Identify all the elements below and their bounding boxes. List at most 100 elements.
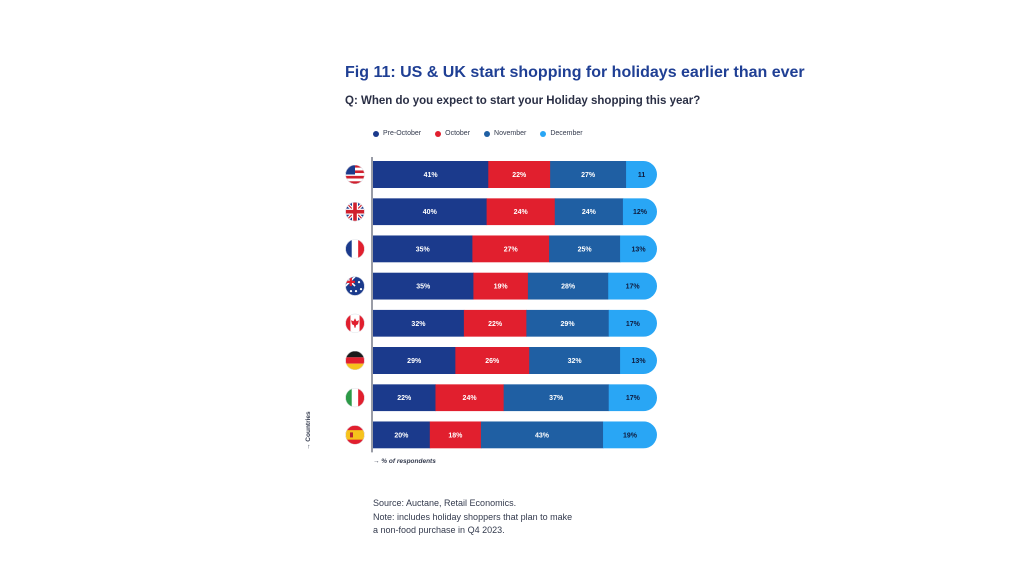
bar-value-label: 28% <box>561 284 576 291</box>
note-text-line2: a non-food purchase in Q4 2023. <box>373 525 505 535</box>
flag-band <box>345 351 365 358</box>
legend-swatch <box>540 130 547 137</box>
bar-segment-pre-october <box>373 235 473 263</box>
bar-value-label: 25% <box>578 246 593 253</box>
source-text: Source: Auctane, Retail Economics. <box>373 498 517 508</box>
bar-value-label: 27% <box>581 172 596 179</box>
bar-value-label: 35% <box>416 284 431 291</box>
bar-value-label: 40% <box>423 209 438 216</box>
legend-label: December <box>550 130 583 137</box>
bar-segment-pre-october <box>373 198 488 226</box>
bar-segment-pre-october <box>373 347 456 374</box>
flag-cross-h <box>345 280 355 283</box>
flag-star <box>354 290 358 293</box>
x-axis-label: → % of respondents <box>373 458 436 465</box>
us-flag-icon <box>345 165 365 184</box>
bar-segment-december <box>620 235 657 263</box>
bar-value-label: 18% <box>448 432 463 439</box>
france-flag-icon <box>345 239 365 259</box>
bar-row-canada: 32% 22% 29% 17% <box>373 309 657 337</box>
bar-segment-october <box>435 384 505 412</box>
flag-band <box>345 357 365 364</box>
bar-value-label: 29% <box>407 358 422 365</box>
bar-value-label: 24% <box>514 209 529 216</box>
chart-title: Fig 11: US & UK start shopping for holid… <box>345 64 805 81</box>
bar-value-label: 32% <box>568 358 583 365</box>
bar-row-us: 41% 22% 27% 11 <box>373 161 657 188</box>
flag-stripe <box>345 181 365 184</box>
bar-value-label: 17% <box>626 284 641 291</box>
bar-value-label: 32% <box>411 321 426 328</box>
bar-value-label: 17% <box>626 395 641 402</box>
flag-band <box>345 313 351 333</box>
bar-value-label: 41% <box>424 172 439 179</box>
bar-value-label: 35% <box>416 246 431 253</box>
bar-value-label: 22% <box>488 321 503 328</box>
flag-band <box>351 388 359 408</box>
bar-segment-december <box>608 384 657 412</box>
bar-segment-november <box>526 309 610 337</box>
bar-value-label: 26% <box>485 358 500 365</box>
flag-band <box>358 388 365 408</box>
legend-label: October <box>445 130 471 137</box>
bar-row-germany: 29% 26% 32% 13% <box>373 347 657 374</box>
bar-segment-december <box>608 272 657 300</box>
legend-swatch <box>373 130 379 137</box>
flag-band <box>345 388 352 408</box>
bar-value-label: 22% <box>397 395 412 402</box>
flag-stripe <box>345 178 365 182</box>
bar-row-uk: 40% 24% 24% 12% <box>373 198 657 226</box>
germany-flag-icon <box>345 351 365 370</box>
chart-footer: Source: Auctane, Retail Economics. Note:… <box>373 497 572 538</box>
bar-segment-december <box>626 161 657 188</box>
legend-label: November <box>494 130 527 137</box>
bar-value-label: 20% <box>394 432 409 439</box>
bar-value-label: 24% <box>582 209 597 216</box>
bar-segment-december <box>620 347 657 374</box>
bar-segment-pre-october <box>373 309 465 337</box>
bar-segment-october <box>473 272 529 300</box>
bar-value-label: 37% <box>549 395 564 402</box>
bar-segment-november <box>549 235 621 263</box>
bar-value-label: 19% <box>494 284 509 291</box>
note-text-line1: Note: includes holiday shoppers that pla… <box>373 511 573 522</box>
uk-flag-icon <box>345 202 365 222</box>
flag-band <box>345 430 365 440</box>
bar-value-label: 11 <box>638 172 646 179</box>
y-axis-label: → Countries <box>305 411 312 450</box>
bar-segment-november <box>503 384 610 412</box>
italy-flag-icon <box>345 388 365 408</box>
bar-value-label: 12% <box>633 209 648 216</box>
bar-segment-november <box>550 161 627 188</box>
bar-row-australia: 35% 19% 28% 17% <box>373 272 657 300</box>
legend-item-october: October <box>435 130 470 137</box>
bar-segment-pre-october <box>373 272 474 300</box>
flag-band <box>351 239 359 259</box>
bar-segment-november <box>554 198 624 226</box>
flag-cross-h-red <box>345 209 365 214</box>
bar-value-label: 13% <box>632 358 647 365</box>
australia-flag-icon <box>345 276 365 296</box>
bar-value-label: 29% <box>561 321 576 328</box>
legend-swatch <box>435 130 442 137</box>
flag-band <box>358 239 365 259</box>
bar-segment-november <box>529 347 621 374</box>
bar-segment-december <box>608 309 657 337</box>
legend-item-november: November <box>484 130 526 137</box>
bar-segment-october <box>488 161 551 188</box>
flag-canton <box>345 165 355 175</box>
bar-value-label: 27% <box>504 246 519 253</box>
flag-stripe <box>345 175 365 179</box>
bar-segment-october <box>455 347 530 374</box>
bar-value-label: 43% <box>535 432 550 439</box>
bar-segment-pre-october <box>373 384 436 412</box>
bar-row-spain: 20% 18% 43% 19% <box>373 421 657 449</box>
bar-segment-pre-october <box>373 421 431 449</box>
flag-band <box>359 313 365 333</box>
bar-segment-october <box>463 309 527 337</box>
bar-segment-october <box>429 421 482 449</box>
flag-band <box>345 239 352 259</box>
legend-item-december: December <box>540 130 583 137</box>
bar-segment-pre-october <box>373 161 489 188</box>
